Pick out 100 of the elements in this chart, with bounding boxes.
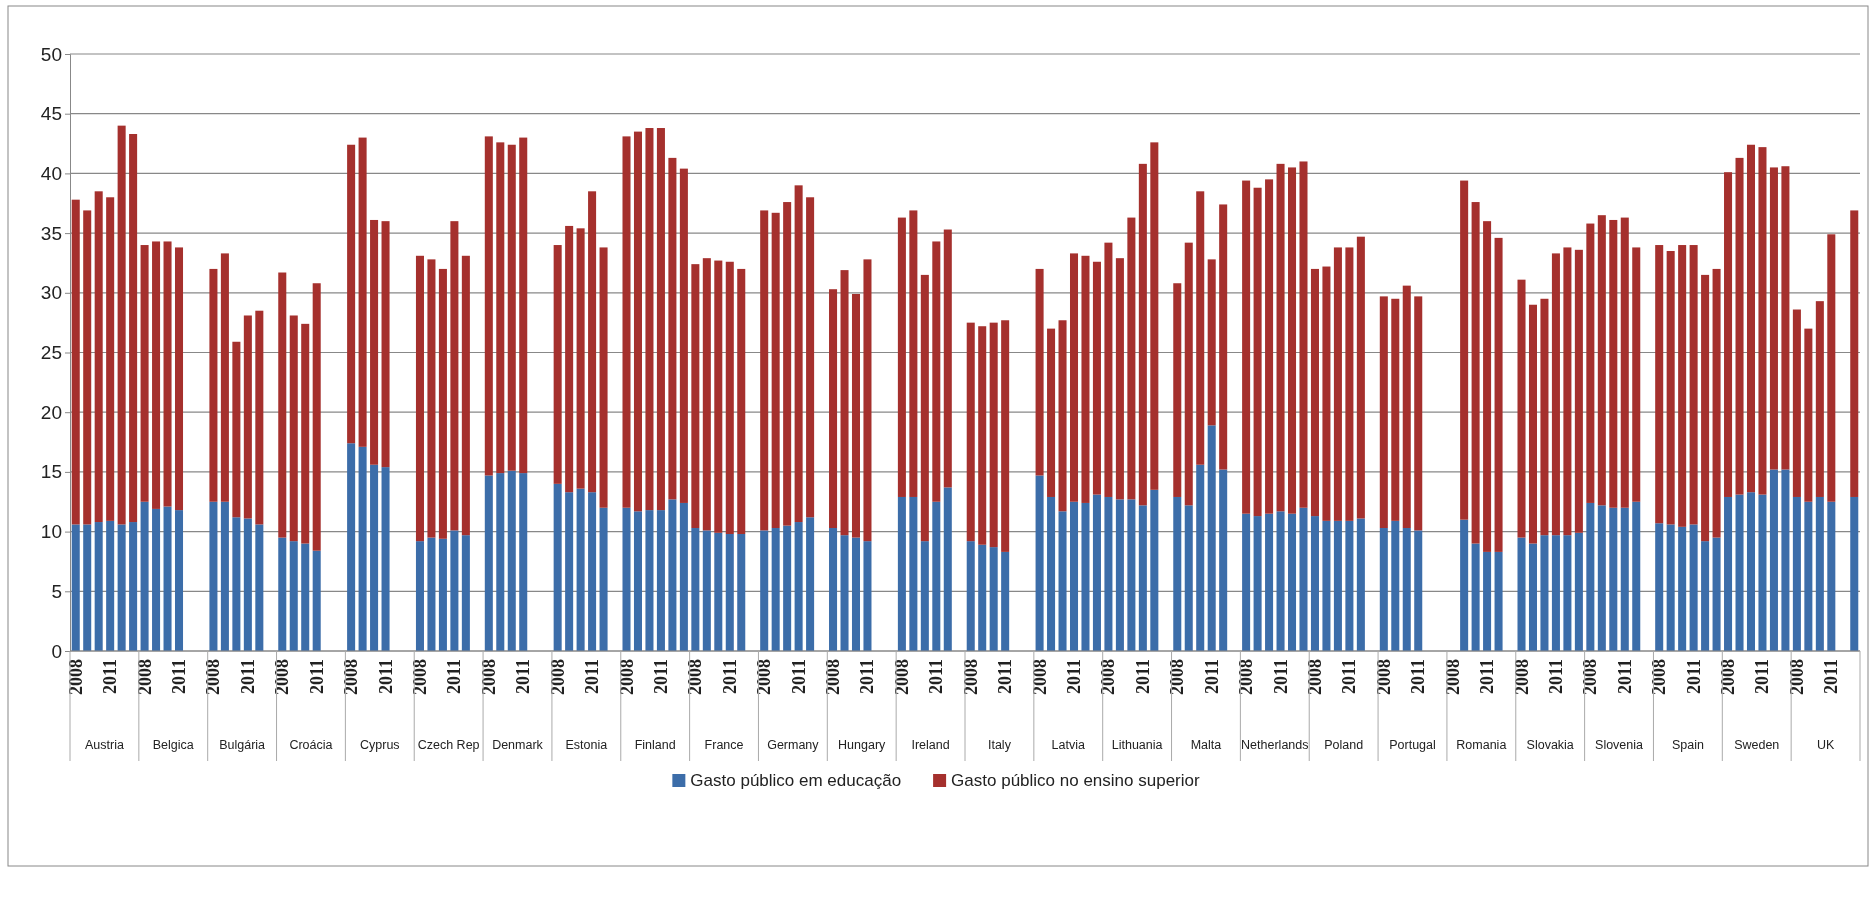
x-tick-label: 2008 xyxy=(1580,659,1601,695)
bar xyxy=(1402,528,1411,651)
x-tick-label: 2011 xyxy=(788,659,809,695)
bar xyxy=(702,530,711,651)
bar xyxy=(1345,520,1354,651)
bar xyxy=(1735,157,1744,495)
bar xyxy=(1356,236,1365,519)
text: Slovenia xyxy=(1595,738,1644,752)
bar xyxy=(622,136,631,508)
bar xyxy=(312,283,321,551)
bar xyxy=(1104,496,1113,651)
bar xyxy=(1804,328,1813,502)
bar xyxy=(1815,301,1824,497)
bar xyxy=(1746,492,1756,651)
bar xyxy=(1069,253,1079,502)
bar xyxy=(691,528,700,651)
bar xyxy=(232,517,241,651)
x-tick-label: 2011 xyxy=(1614,659,1635,695)
bar xyxy=(1758,147,1767,495)
bar xyxy=(1517,537,1526,651)
x-tick-label: 2011 xyxy=(1545,659,1566,695)
bar xyxy=(1792,309,1801,497)
x-tick-label: 2008 xyxy=(960,659,981,695)
bar xyxy=(1827,501,1836,651)
bar xyxy=(1104,242,1113,497)
x-tick-label: 2008 xyxy=(1304,659,1325,695)
bar xyxy=(1632,501,1641,651)
bar xyxy=(1150,489,1159,651)
bar xyxy=(966,322,975,542)
bar xyxy=(565,225,574,493)
bar xyxy=(989,322,998,548)
bar xyxy=(794,522,803,651)
text: Lithuania xyxy=(1111,738,1163,752)
bar xyxy=(1356,518,1365,651)
bar xyxy=(1196,191,1205,465)
bar xyxy=(1127,217,1136,500)
bar xyxy=(507,470,516,651)
bar xyxy=(760,210,769,531)
bar xyxy=(1769,469,1778,651)
bar xyxy=(1414,530,1423,651)
bar xyxy=(347,144,356,444)
bar xyxy=(1184,242,1193,506)
bar xyxy=(1276,511,1285,651)
x-tick-label: 2011 xyxy=(169,659,190,695)
bar xyxy=(1528,304,1537,544)
x-tick-label: 2011 xyxy=(1408,659,1429,695)
bar xyxy=(909,496,918,651)
bar xyxy=(1253,516,1262,651)
text: Portugal xyxy=(1389,738,1436,752)
bar xyxy=(1632,247,1641,502)
text: France xyxy=(704,738,744,752)
bar xyxy=(1712,537,1721,651)
bar xyxy=(358,446,367,651)
bar xyxy=(243,518,252,651)
bar xyxy=(897,496,906,651)
bar xyxy=(1781,166,1790,470)
bar xyxy=(909,210,918,497)
bar xyxy=(496,473,505,651)
bar xyxy=(1322,266,1331,521)
bar xyxy=(1850,496,1859,651)
bar xyxy=(1127,499,1136,651)
text: Austria xyxy=(84,738,124,752)
bar xyxy=(1414,296,1423,531)
bar xyxy=(415,255,424,542)
x-tick-label: 2011 xyxy=(444,659,465,695)
bar xyxy=(1115,499,1124,651)
y-tick-label: 5 xyxy=(51,580,62,602)
bar xyxy=(1081,255,1090,503)
bar xyxy=(1391,520,1400,651)
bar xyxy=(1242,513,1251,651)
bar xyxy=(760,530,769,651)
x-tick-label: 2011 xyxy=(513,659,534,695)
x-tick-label: 2008 xyxy=(685,659,706,695)
bar xyxy=(1850,210,1859,497)
bar xyxy=(679,502,688,651)
bar xyxy=(1379,528,1388,651)
text: Poland xyxy=(1324,738,1364,752)
bar xyxy=(691,264,700,529)
x-tick-label: 2011 xyxy=(857,659,878,695)
text: Denmark xyxy=(492,738,544,752)
bar xyxy=(1666,524,1675,651)
bar xyxy=(1345,247,1354,521)
bar xyxy=(461,535,470,651)
bar xyxy=(645,128,654,511)
y-tick-label: 35 xyxy=(40,222,62,244)
bar xyxy=(1701,274,1710,542)
text: Hungary xyxy=(838,738,887,752)
bar xyxy=(840,270,849,536)
bar xyxy=(1620,507,1629,651)
bar xyxy=(1402,285,1411,529)
text: Belgica xyxy=(152,738,194,752)
bar xyxy=(1528,543,1537,651)
bar xyxy=(117,125,126,525)
x-tick-label: 2008 xyxy=(1029,659,1050,695)
x-tick-label: 2011 xyxy=(719,659,740,695)
x-tick-label: 2011 xyxy=(1201,659,1222,695)
x-tick-label: 2011 xyxy=(926,659,947,695)
x-tick-label: 2008 xyxy=(754,659,775,695)
bar xyxy=(1678,526,1687,651)
bar xyxy=(851,293,861,538)
